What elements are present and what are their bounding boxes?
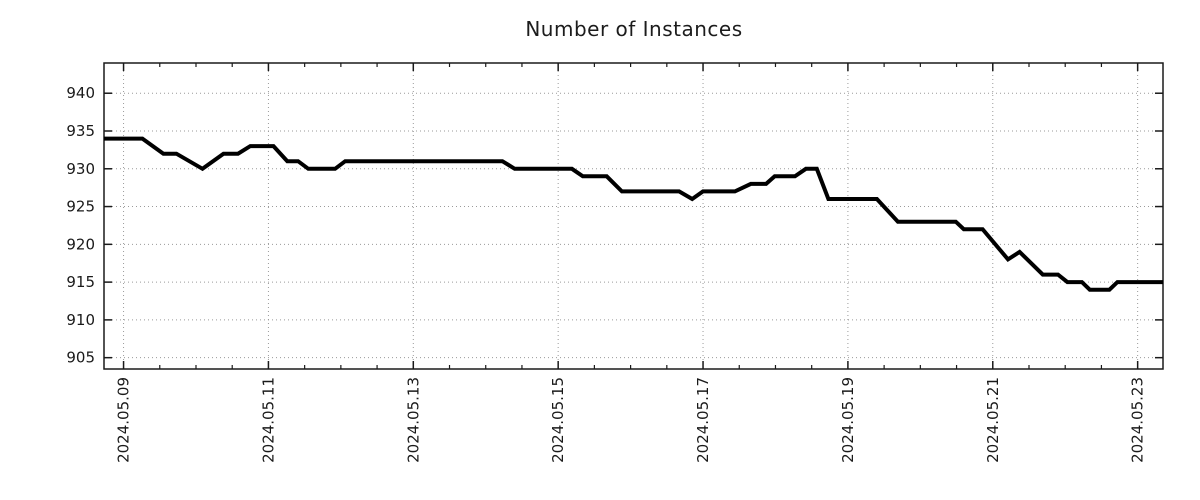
x-tick-label: 2024.05.15 — [549, 377, 567, 463]
y-tick-label: 930 — [66, 160, 95, 178]
x-tick-label: 2024.05.17 — [694, 377, 712, 463]
plot-frame — [103, 62, 1164, 370]
x-tick-label: 2024.05.21 — [984, 377, 1002, 463]
y-tick-label: 935 — [66, 122, 95, 140]
y-tick-label: 940 — [66, 84, 95, 102]
y-tick-label: 905 — [66, 349, 95, 367]
series-line-instances — [104, 136, 1163, 292]
chart-title: Number of Instances — [525, 17, 743, 41]
x-tick-label: 2024.05.11 — [259, 377, 277, 463]
y-tick-label: 915 — [66, 273, 95, 291]
y-tick-label: 920 — [66, 235, 95, 253]
x-tick-label: 2024.05.19 — [839, 377, 857, 463]
y-tick-label: 910 — [66, 311, 95, 329]
y-tick-label: 925 — [66, 198, 95, 216]
x-tick-label: 2024.05.13 — [404, 377, 422, 463]
x-tick-label: 2024.05.23 — [1129, 377, 1147, 463]
x-tick-label: 2024.05.09 — [115, 377, 133, 463]
